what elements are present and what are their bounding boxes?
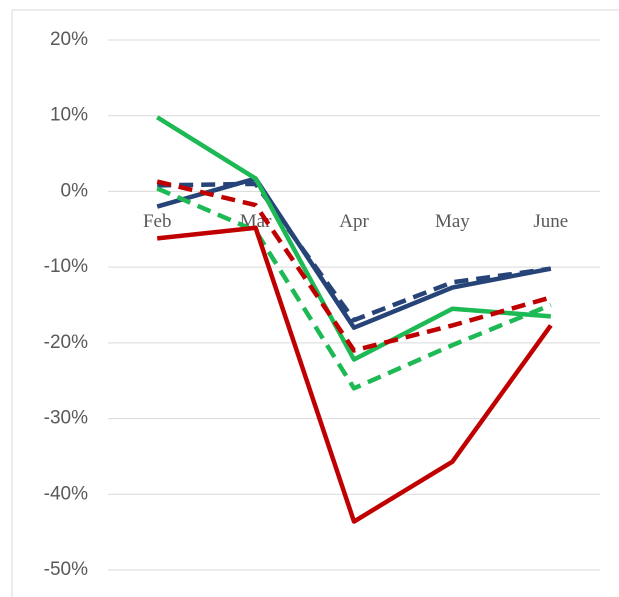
- series-line: [156, 225, 553, 524]
- series-line: [157, 181, 552, 323]
- series-line: [156, 176, 552, 330]
- x-tick-label: Feb: [143, 211, 172, 232]
- series-line: [156, 179, 552, 353]
- y-tick-label: 10%: [50, 105, 88, 126]
- x-tick-label: June: [533, 211, 568, 232]
- y-tick-label: 20%: [50, 29, 88, 50]
- y-tick-label: -30%: [44, 408, 88, 429]
- series-line: [156, 186, 552, 391]
- y-tick-label: -40%: [44, 483, 88, 504]
- y-tick-label: 0%: [61, 180, 89, 201]
- x-tick-label: May: [435, 211, 470, 232]
- series-line: [156, 115, 551, 362]
- y-tick-label: -10%: [44, 256, 88, 277]
- y-tick-label: -50%: [44, 559, 88, 580]
- x-tick-label: Apr: [339, 211, 369, 232]
- y-tick-label: -20%: [44, 332, 88, 353]
